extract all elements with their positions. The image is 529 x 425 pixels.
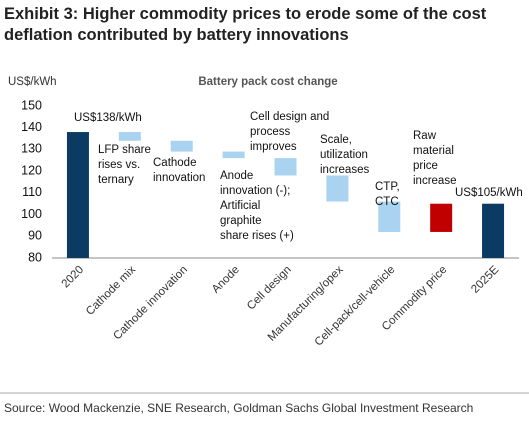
x-tick-label: 2020 [60,264,87,291]
annotation: price [413,160,438,172]
bar [118,132,141,141]
y-tick-label: 90 [28,229,42,243]
annotation: share rises (+) [220,230,294,242]
y-tick-label: 130 [21,142,42,156]
annotation: innovation [153,172,205,184]
y-tick-label: 150 [21,98,42,112]
x-tick-label: 2025E [469,264,501,296]
annotation: Cathode [153,157,196,169]
y-tick-label: 140 [21,120,42,134]
chart-title: Battery pack cost change [198,76,337,88]
bar [430,203,453,232]
y-tick-label: 80 [28,250,42,264]
y-axis-label: US$/kWh [8,76,57,88]
x-tick-label: Cell design [245,264,294,313]
annotation: utilization [320,149,368,161]
annotation: Anode [220,170,253,182]
annotation: CTC [375,196,399,208]
annotation: material [413,145,454,157]
bar [170,140,193,152]
annotation: Artificial [220,200,260,212]
annotation: increase [413,175,456,187]
annotation: rises vs. [98,159,140,171]
bar [326,175,349,202]
exhibit-title: Exhibit 3: Higher commodity prices to er… [4,5,487,44]
value-label: US$138/kWh [74,112,142,124]
annotation: LFP share [98,144,151,156]
x-tick-label: Cathode mix [84,264,138,318]
annotation: graphite [220,215,262,227]
bar [222,151,245,159]
bar [482,203,505,258]
y-tick-label: 120 [21,163,42,177]
bar [274,158,297,176]
bar [66,132,89,258]
y-tick-label: 110 [22,185,42,199]
annotation: CTP, [375,181,400,193]
source: Source: Wood Mackenzie, SNE Research, Go… [4,401,473,415]
y-tick-label: 100 [21,207,42,221]
annotation: Cell design and [250,111,329,123]
annotation: ternary [98,174,134,186]
annotation: innovation (-); [220,185,290,197]
x-tick-label: Anode [210,264,242,296]
bar [378,201,401,232]
annotation: Raw [413,130,437,142]
annotation: process [250,126,291,138]
annotation: Scale, [320,134,352,146]
annotation: increases [320,164,369,176]
value-label: US$105/kWh [455,187,523,199]
annotation: improves [250,141,297,153]
